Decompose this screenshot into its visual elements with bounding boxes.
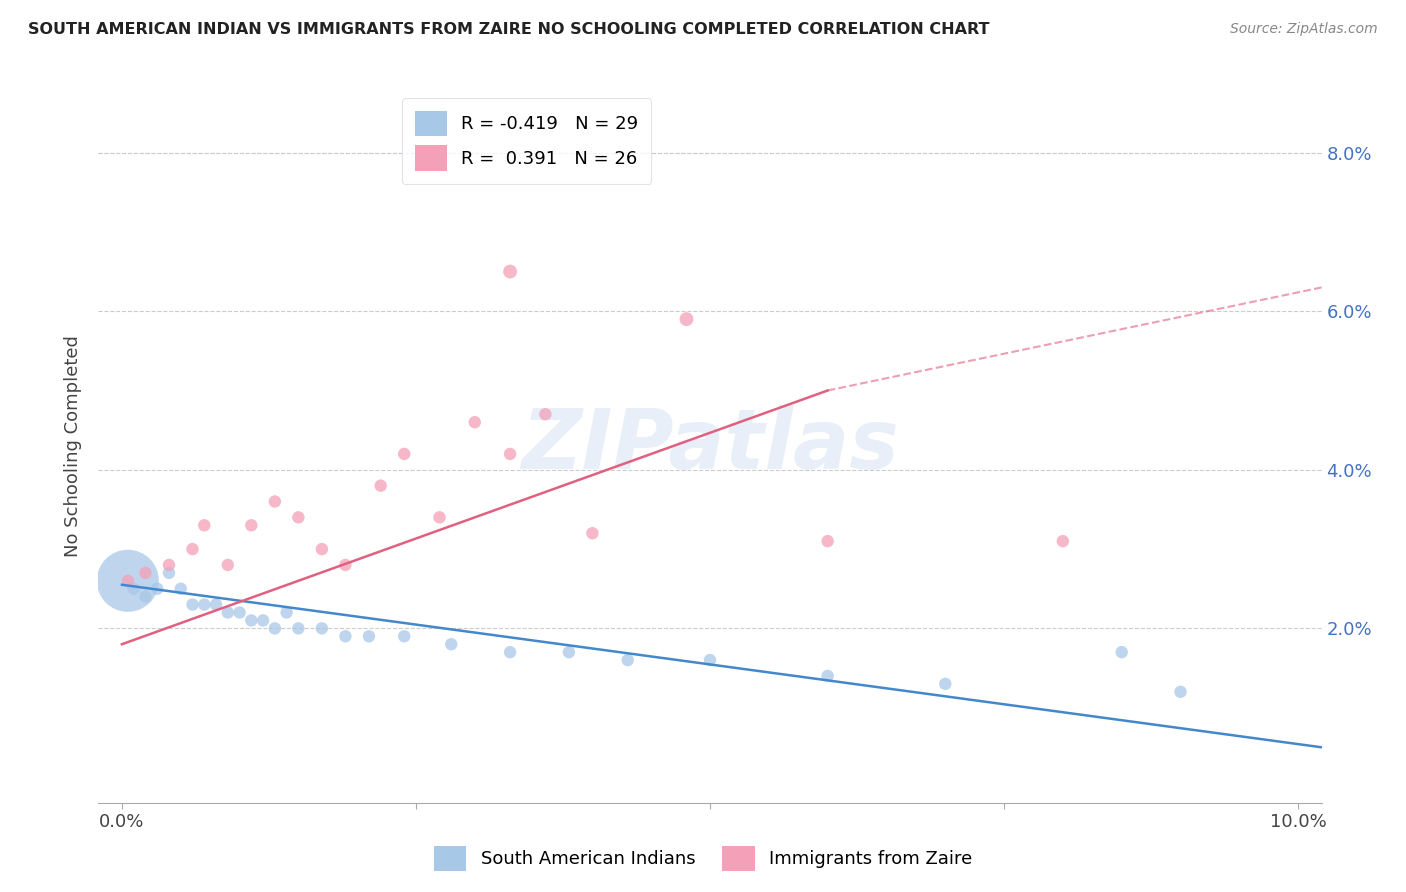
Point <box>1170 685 1192 699</box>
Point <box>117 574 139 588</box>
Point <box>429 510 451 524</box>
Point <box>675 312 697 326</box>
Point <box>464 415 486 429</box>
Point <box>534 407 557 421</box>
Point <box>134 590 156 604</box>
Point <box>311 621 333 635</box>
Point <box>335 629 357 643</box>
Text: Source: ZipAtlas.com: Source: ZipAtlas.com <box>1230 22 1378 37</box>
Point <box>616 653 638 667</box>
Point <box>193 518 215 533</box>
Point <box>335 558 357 572</box>
Point <box>263 621 285 635</box>
Point <box>122 582 145 596</box>
Point <box>1052 534 1074 549</box>
Point <box>252 614 274 628</box>
Point <box>440 637 463 651</box>
Point <box>581 526 603 541</box>
Point <box>1111 645 1133 659</box>
Point <box>817 669 839 683</box>
Point <box>263 494 285 508</box>
Point <box>146 582 169 596</box>
Point <box>394 629 416 643</box>
Y-axis label: No Schooling Completed: No Schooling Completed <box>65 335 83 557</box>
Point <box>499 447 522 461</box>
Point <box>117 574 139 588</box>
Point <box>181 598 204 612</box>
Point <box>240 614 263 628</box>
Point <box>357 629 380 643</box>
Point <box>193 598 215 612</box>
Point <box>311 542 333 557</box>
Point <box>217 558 239 572</box>
Point <box>276 606 298 620</box>
Legend: South American Indians, Immigrants from Zaire: South American Indians, Immigrants from … <box>426 838 980 879</box>
Point <box>699 653 721 667</box>
Text: SOUTH AMERICAN INDIAN VS IMMIGRANTS FROM ZAIRE NO SCHOOLING COMPLETED CORRELATIO: SOUTH AMERICAN INDIAN VS IMMIGRANTS FROM… <box>28 22 990 37</box>
Point <box>287 510 309 524</box>
Point <box>181 542 204 557</box>
Point <box>394 447 416 461</box>
Point <box>817 534 839 549</box>
Point <box>134 566 156 580</box>
Legend: R = -0.419   N = 29, R =  0.391   N = 26: R = -0.419 N = 29, R = 0.391 N = 26 <box>402 98 651 184</box>
Text: ZIPatlas: ZIPatlas <box>522 406 898 486</box>
Point <box>499 264 522 278</box>
Point <box>205 598 228 612</box>
Point <box>370 478 392 492</box>
Point <box>287 621 309 635</box>
Point <box>558 645 581 659</box>
Point <box>228 606 250 620</box>
Point <box>217 606 239 620</box>
Point <box>170 582 193 596</box>
Point <box>934 677 956 691</box>
Point <box>240 518 263 533</box>
Point <box>157 558 180 572</box>
Point <box>157 566 180 580</box>
Point <box>499 645 522 659</box>
